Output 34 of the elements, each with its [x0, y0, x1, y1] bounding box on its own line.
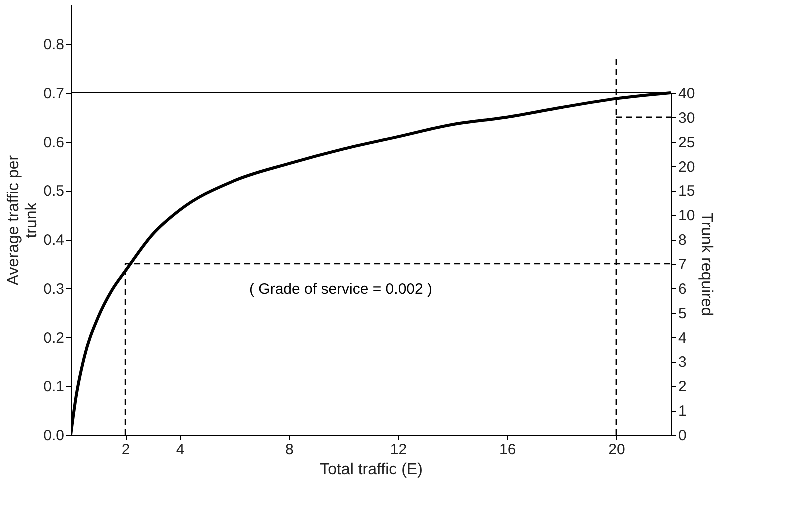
x-tick-label: 20	[608, 442, 626, 458]
category-label: 40	[678, 85, 696, 102]
y-tick-label: 0.4	[44, 232, 64, 250]
category-label: 4	[678, 330, 687, 347]
y-axis-title: Average traffic per trunk	[6, 154, 41, 286]
y-tick-label: 0.2	[44, 330, 64, 347]
y-tick-label: 0.3	[44, 280, 64, 298]
x-tick-label: 4	[176, 442, 185, 458]
x-tick-label: 2	[122, 442, 130, 458]
category-label: 10	[678, 208, 696, 225]
category-label: 15	[678, 183, 696, 200]
category-label: 20	[678, 158, 696, 176]
category-label: 3	[678, 354, 687, 372]
y-tick-label: 0.6	[44, 134, 64, 152]
x-tick-label: 12	[390, 442, 408, 458]
y-tick-label: 0.1	[44, 378, 64, 396]
category-label: 2	[678, 378, 687, 396]
category-label: 0	[678, 428, 687, 444]
category-label: 6	[678, 280, 687, 298]
x-tick-label: 8	[286, 442, 294, 458]
y-tick-label: 0.5	[44, 183, 64, 200]
annotation: ( Grade of service = 0.002 )	[249, 280, 433, 298]
category-label: 1	[678, 403, 687, 420]
x-tick-label: 16	[500, 442, 516, 458]
category-label: 30	[678, 110, 696, 127]
y-tick-label: 0.8	[44, 36, 64, 54]
category-label: 5	[678, 305, 687, 322]
x-axis-title: Total traffic (E)	[320, 462, 423, 478]
category-label: 7	[678, 256, 687, 274]
category-label: 25	[678, 134, 696, 152]
y-tick-label: 0.7	[44, 85, 64, 102]
category-label: 8	[678, 232, 687, 250]
y2-axis-title: Trunk required	[698, 212, 716, 316]
y-tick-label: 0.0	[44, 428, 64, 444]
